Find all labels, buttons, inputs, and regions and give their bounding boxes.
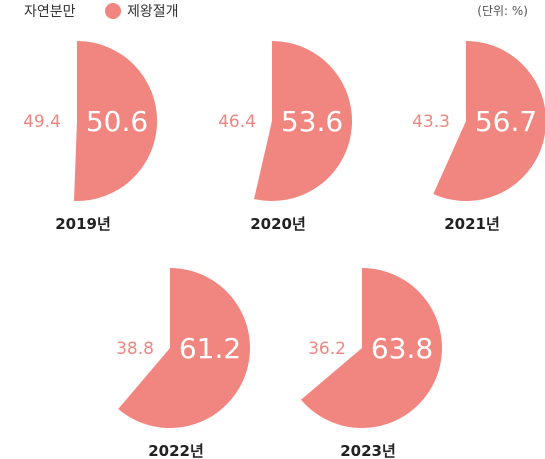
year-label: 2020년	[250, 215, 306, 233]
pie-4: 61.2 38.8 2022년	[116, 268, 250, 459]
pie-2: 53.6 46.4 2020년	[218, 41, 353, 233]
data-label-cesarean: 53.6	[281, 105, 343, 138]
pie-slice-cesarean	[118, 268, 250, 429]
data-label-natural: 38.8	[116, 339, 154, 359]
pie-slice-cesarean	[301, 268, 442, 428]
data-label-natural: 36.2	[308, 339, 346, 359]
year-label: 2019년	[55, 215, 111, 233]
year-label: 2021년	[444, 215, 500, 233]
legend-label-natural: 자연분만	[24, 4, 76, 20]
pie-slice-cesarean	[433, 41, 545, 201]
pie-slice-cesarean	[73, 40, 158, 201]
data-label-cesarean: 50.6	[86, 105, 148, 138]
year-label: 2023년	[340, 442, 396, 459]
year-label: 2022년	[148, 442, 204, 459]
pie-1: 50.6 49.4 2019년	[23, 40, 158, 233]
unit-label: (단위: %)	[477, 4, 528, 18]
data-label-cesarean: 61.2	[179, 332, 241, 365]
pie-5: 63.8 36.2 2023년	[301, 268, 442, 459]
pie-charts: 50.6 49.4 2019년 53.6 46.4 2020년 56.7 43.3 2021년 6…	[23, 40, 545, 459]
data-label-natural: 49.4	[23, 112, 61, 132]
data-label-natural: 43.3	[412, 112, 450, 132]
data-label-cesarean: 63.8	[371, 332, 433, 365]
pie-3: 56.7 43.3 2021년	[412, 41, 545, 233]
pie-slice-cesarean	[254, 41, 353, 201]
data-label-natural: 46.4	[218, 112, 256, 132]
legend-marker-cesarean	[105, 3, 121, 19]
legend-label-cesarean: 제왕절개	[127, 4, 179, 20]
data-label-cesarean: 56.7	[475, 105, 537, 138]
legend: 자연분만 제왕절개	[24, 3, 179, 20]
